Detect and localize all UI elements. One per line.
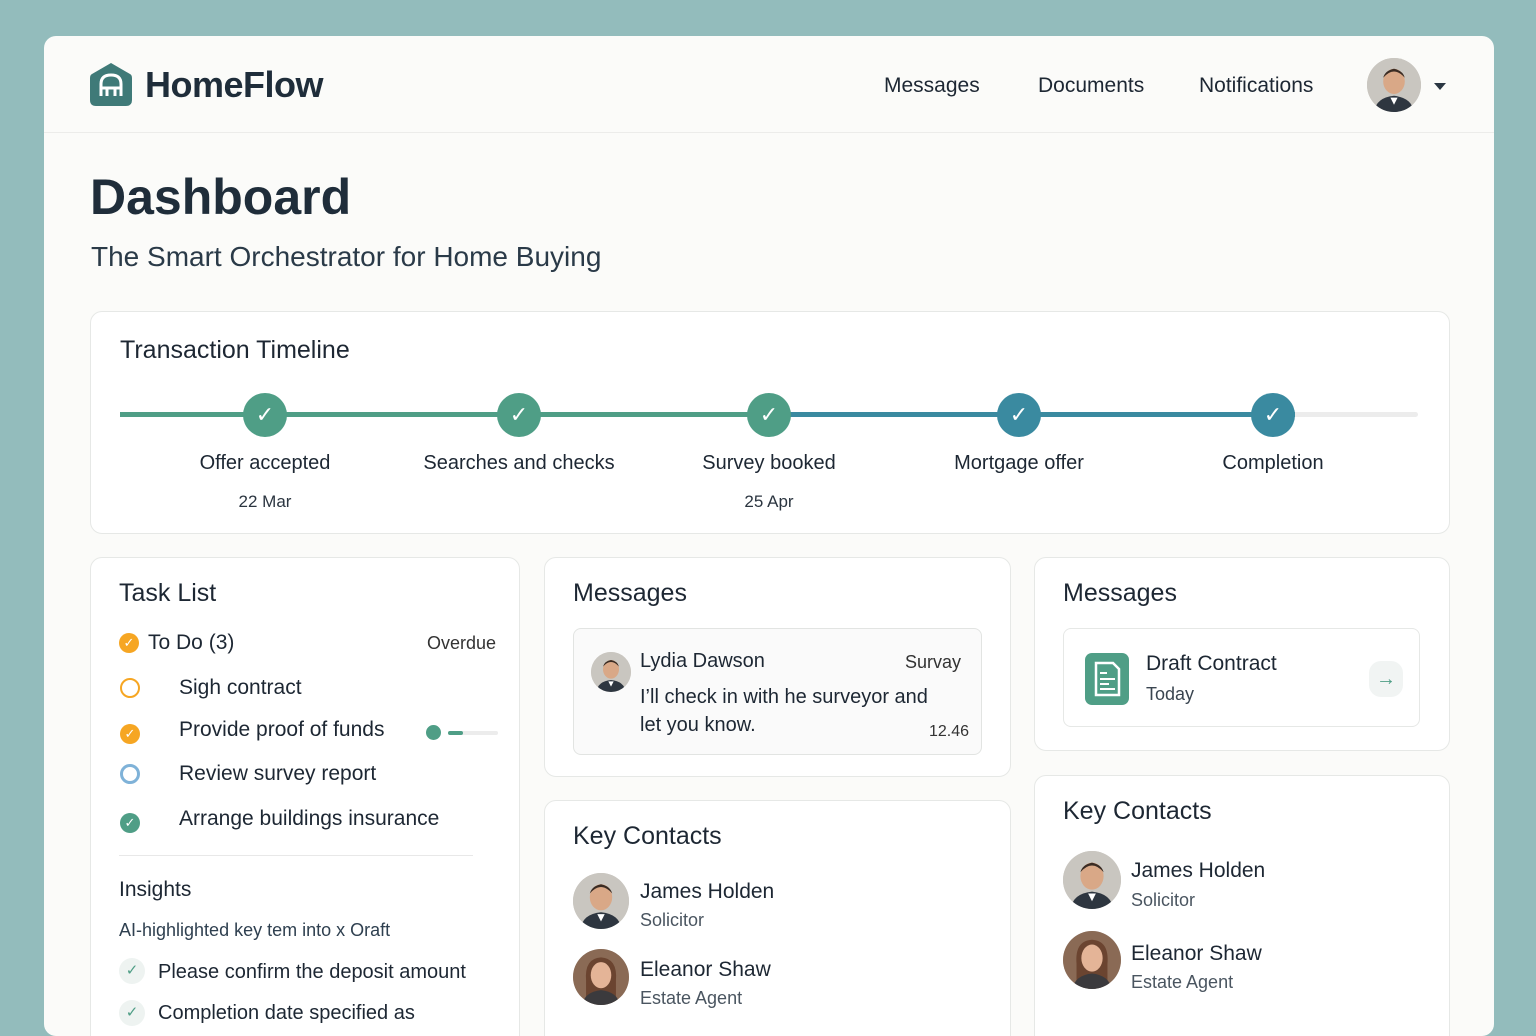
transaction-timeline-card: Transaction Timeline ✓ Offer accepted 22 M… [90, 311, 1450, 534]
documents-card: Messages Draft Contract Today → [1034, 557, 1450, 751]
task-label: Sigh contract [179, 676, 302, 699]
contact-name[interactable]: James Holden [1131, 859, 1266, 882]
step-check-icon[interactable]: ✓ [497, 393, 541, 437]
progress-dot [426, 725, 441, 740]
homeflow-logo-icon[interactable] [90, 62, 132, 106]
check-icon: ✓ [1009, 402, 1029, 427]
key-contacts-card-right: Key Contacts James Holden Solicitor Elea… [1034, 775, 1450, 1036]
todo-group-label: To Do (3) [148, 631, 234, 655]
step-check-icon[interactable]: ✓ [997, 393, 1041, 437]
task-item[interactable]: Review survey report [120, 762, 376, 790]
step-check-icon[interactable]: ✓ [747, 393, 791, 437]
step-label: Completion [1222, 452, 1324, 474]
insight-check-icon: ✓ [119, 1000, 145, 1026]
message-item[interactable]: Lydia Dawson Survay I’ll check in with h… [573, 628, 982, 755]
arrow-right-icon[interactable]: → [1369, 661, 1403, 697]
top-navbar: HomeFlow Messages Documents Notification… [44, 36, 1494, 133]
step-label: Offer accepted [199, 452, 331, 474]
step-date: 25 Apr [744, 492, 794, 511]
sender-avatar [591, 652, 631, 692]
sender-name: Lydia Dawson [640, 650, 765, 672]
review-circle-icon[interactable] [120, 764, 140, 784]
user-avatar[interactable] [1367, 58, 1421, 112]
task-label: Provide proof of funds [179, 718, 385, 741]
insight-check-icon: ✓ [119, 958, 145, 984]
message-body: I’ll check in with he surveyor and let y… [640, 686, 928, 736]
pending-circle-icon[interactable] [120, 678, 140, 698]
brand-name[interactable]: HomeFlow [145, 64, 324, 105]
documents-title: Messages [1063, 579, 1177, 607]
task-item[interactable]: ✓ Provide proof of funds [120, 718, 498, 744]
chevron-down-icon[interactable] [1434, 83, 1446, 90]
step-check-icon[interactable]: ✓ [243, 393, 287, 437]
step-label: Survey booked [702, 452, 836, 474]
done-check-icon[interactable]: ✓ [120, 813, 140, 833]
contact-role: Solicitor [640, 910, 705, 930]
todo-count: (3) [208, 631, 235, 654]
nav-notifications[interactable]: Notifications [1199, 74, 1314, 97]
todo-check-icon: ✓ [119, 633, 139, 653]
contact-role: Estate Agent [1131, 972, 1234, 992]
contact-name[interactable]: Eleanor Shaw [640, 958, 771, 981]
message-tag: Survay [904, 652, 961, 672]
insight-item[interactable]: Completion date specified as [158, 1002, 415, 1024]
todo-group-name: To Do [148, 631, 203, 654]
divider [119, 855, 473, 856]
task-progress-bar [448, 731, 498, 735]
check-icon: ✓ [1263, 402, 1283, 427]
nav-documents[interactable]: Documents [1038, 74, 1145, 97]
contact-role: Solicitor [1131, 890, 1196, 910]
task-list-title: Task List [119, 579, 217, 607]
document-icon [1085, 653, 1129, 705]
step-date: 22 Mar [238, 492, 292, 511]
step-check-icon[interactable]: ✓ [1251, 393, 1295, 437]
key-contacts-title: Key Contacts [573, 822, 722, 850]
messages-card: Messages Lydia Dawson Survay I’ll check … [544, 557, 1011, 777]
nav-messages[interactable]: Messages [884, 74, 980, 97]
messages-title: Messages [573, 579, 687, 607]
task-item[interactable]: ✓ Arrange buildings insurance [120, 807, 439, 833]
step-label: Searches and checks [423, 452, 615, 474]
insights-subtitle: AI-highlighted key tem into x Oraft [119, 920, 391, 940]
insights-title: Insights [119, 878, 192, 901]
task-item[interactable]: Sigh contract [120, 676, 302, 704]
contact-avatar[interactable] [573, 949, 629, 1005]
step-label: Mortgage offer [954, 452, 1084, 474]
document-item[interactable]: Draft Contract Today → [1063, 628, 1420, 727]
check-icon: ✓ [509, 402, 529, 427]
task-label: Arrange buildings insurance [179, 807, 440, 830]
timeline-title: Transaction Timeline [120, 336, 350, 364]
insight-item[interactable]: Please confirm the deposit amount [158, 961, 466, 983]
check-icon: ✓ [759, 402, 779, 427]
check-icon: ✓ [255, 402, 275, 427]
contact-name[interactable]: Eleanor Shaw [1131, 942, 1262, 965]
app-window: HomeFlow Messages Documents Notification… [44, 36, 1494, 1036]
key-contacts-title: Key Contacts [1063, 797, 1212, 825]
task-list-card: Task List ✓ To Do (3) Overdue Sigh contr… [90, 557, 520, 1036]
contact-name[interactable]: James Holden [640, 880, 775, 903]
document-name: Draft Contract [1146, 652, 1277, 675]
contact-avatar[interactable] [1063, 931, 1121, 989]
in-progress-check-icon[interactable]: ✓ [120, 724, 140, 744]
contact-avatar[interactable] [573, 873, 629, 929]
page-title: Dashboard [90, 169, 352, 225]
contact-avatar[interactable] [1063, 851, 1121, 909]
page-subtitle: The Smart Orchestrator for Home Buying [91, 241, 602, 272]
timeline-progress-green [120, 412, 770, 417]
key-contacts-card: Key Contacts James Holden Solicitor Elea… [544, 800, 1011, 1036]
message-time: 12.46 [928, 723, 969, 740]
contact-role: Estate Agent [640, 988, 743, 1008]
document-date: Today [1146, 684, 1195, 704]
overdue-label[interactable]: Overdue [426, 633, 496, 653]
task-label: Review survey report [179, 762, 377, 785]
